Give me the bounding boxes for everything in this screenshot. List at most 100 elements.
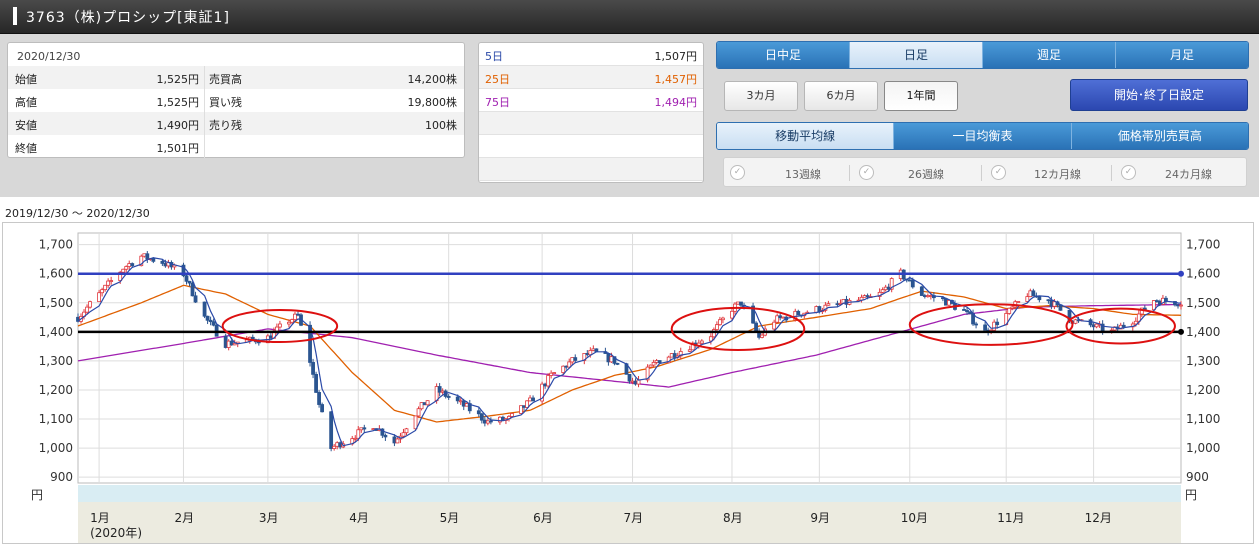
candle-body [585, 353, 590, 356]
candle-body [947, 300, 951, 306]
month-label: 6月 [533, 511, 553, 525]
option-26w[interactable]: ✓ 26週線 [849, 164, 975, 182]
candle-body [121, 268, 126, 273]
candle-body [1133, 320, 1138, 325]
candle-body [519, 405, 523, 414]
candle-body [992, 321, 997, 331]
check-icon[interactable]: ✓ [991, 165, 1006, 180]
ma-row: 5日 1,507円 [479, 43, 703, 66]
y-tick-label-left: 1,400 [39, 325, 73, 339]
candle-body [109, 280, 114, 282]
tab-volume-by-price[interactable]: 価格帯別売買高 [1071, 123, 1248, 149]
y-tick-label-right: 900 [1186, 470, 1209, 484]
quote-value: 1,525円 [156, 96, 200, 109]
annotation-circle [670, 306, 806, 352]
candle-body [1031, 290, 1036, 297]
candle-body [229, 340, 234, 346]
candle-body [669, 353, 674, 358]
candle-body [775, 315, 780, 323]
tab-daily[interactable]: 日足 [850, 42, 983, 68]
candle-body [962, 309, 966, 311]
candle-body [690, 342, 695, 351]
candle-body [699, 340, 704, 344]
candle-body [1046, 299, 1051, 302]
option-13w[interactable]: ✓ 13週線 [730, 164, 850, 182]
check-icon[interactable]: ✓ [859, 165, 874, 180]
candle-body [1179, 304, 1183, 307]
range-3m-button[interactable]: 3カ月 [724, 81, 798, 111]
candle-body [630, 380, 635, 383]
candle-body [97, 292, 101, 303]
quote-row: 終値 1,501円 [8, 135, 464, 158]
option-label: 13週線 [785, 168, 821, 181]
candle-body [919, 286, 924, 296]
candle-body [479, 413, 484, 421]
candle-body [1173, 301, 1177, 306]
candle-body [540, 383, 545, 402]
candle-body [687, 349, 692, 352]
candle-body [353, 437, 358, 440]
candle-body [476, 410, 481, 415]
candle-body [85, 306, 89, 313]
candle-body [100, 289, 105, 294]
candle-body [627, 373, 632, 382]
tab-ichimoku[interactable]: 一目均衡表 [894, 123, 1072, 149]
month-label: 3月 [259, 511, 279, 525]
month-label: 12月 [1085, 511, 1112, 525]
candle-body [730, 310, 734, 319]
quote-value: 1,525円 [156, 73, 200, 86]
candle-body [718, 319, 722, 326]
candle-body [796, 310, 801, 316]
quote-date: 2020/12/30 [17, 50, 81, 63]
option-24m[interactable]: ✓ 24カ月線 [1111, 164, 1239, 182]
tab-intraday[interactable]: 日中足 [717, 42, 850, 68]
candle-body [708, 336, 713, 342]
candle-body [458, 400, 463, 403]
candle-body [278, 323, 282, 328]
candle-body [573, 357, 578, 361]
candle-body [1094, 323, 1099, 328]
tab-monthly[interactable]: 月足 [1116, 42, 1248, 68]
candle-body [944, 298, 948, 306]
date-range-label: 2019/12/30 〜 2020/12/30 [5, 207, 150, 220]
ma-name: 25日 [485, 73, 510, 86]
candle-body [338, 442, 343, 448]
candle-body [419, 402, 424, 410]
check-icon[interactable]: ✓ [1121, 165, 1136, 180]
candle-body [1136, 313, 1141, 322]
range-1y-button[interactable]: 1年間 [884, 81, 958, 111]
candle-body [1007, 307, 1012, 314]
candle-body [181, 264, 186, 277]
candle-body [461, 400, 466, 407]
range-6m-button[interactable]: 6カ月 [804, 81, 878, 111]
line-options: ✓ 13週線 ✓ 26週線 ✓ 12カ月線 ✓ 24カ月線 [723, 157, 1247, 187]
y-tick-label-right: 1,400 [1186, 325, 1220, 339]
candle-body [772, 321, 777, 330]
candle-body [1121, 324, 1126, 328]
candle-body [488, 420, 493, 423]
month-label: 9月 [810, 511, 830, 525]
plot-area [77, 232, 1182, 484]
candle-body [1176, 304, 1180, 307]
candle-body [359, 427, 364, 431]
candle-body [1037, 295, 1042, 301]
candle-body [223, 335, 228, 348]
month-label: 8月 [723, 511, 743, 525]
candle-body [591, 348, 596, 351]
y-tick-label-left: 1,500 [39, 296, 73, 310]
tab-moving-average[interactable]: 移動平均線 [717, 123, 895, 149]
quote-row: 高値 1,525円 買い残 19,800株 [8, 89, 464, 112]
date-setting-button[interactable]: 開始･終了日設定 [1070, 79, 1248, 111]
check-icon[interactable]: ✓ [730, 165, 745, 180]
candle-body [525, 400, 529, 408]
candle-body [208, 319, 213, 323]
candle-body [781, 316, 786, 319]
candle-body [995, 321, 1000, 326]
title-bar: 3763（株)プロシップ[東証1] [0, 0, 1259, 34]
option-12m[interactable]: ✓ 12カ月線 [981, 164, 1107, 182]
ma-name: 5日 [485, 50, 503, 63]
tab-weekly[interactable]: 週足 [983, 42, 1116, 68]
quote-label: 始値 [15, 73, 37, 86]
candle-body [654, 360, 659, 363]
quote-label: 高値 [15, 96, 37, 109]
